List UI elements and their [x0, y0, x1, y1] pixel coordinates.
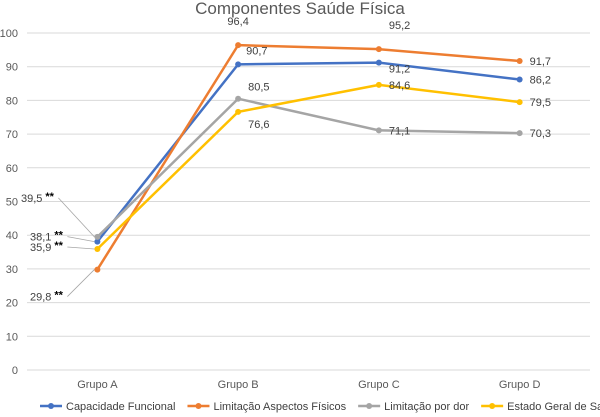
data-label: 95,2	[389, 20, 410, 32]
y-tick-label: 30	[6, 264, 18, 276]
data-label: 79,5	[530, 97, 551, 109]
data-label: 91,7	[530, 56, 551, 68]
y-tick-label: 70	[6, 129, 18, 141]
data-label: 76,6	[248, 119, 269, 131]
x-tick-label: Grupo B	[218, 379, 259, 391]
data-point	[516, 57, 523, 64]
data-label: 86,2	[530, 75, 551, 87]
data-point	[235, 108, 242, 115]
y-tick-label: 90	[6, 62, 18, 74]
data-point	[516, 130, 523, 137]
data-label: 91,2	[389, 64, 410, 76]
y-tick-label: 10	[6, 331, 18, 343]
data-point	[375, 127, 382, 134]
significance-marker: **	[45, 191, 54, 203]
leader-line	[58, 197, 95, 238]
y-tick-label: 50	[6, 197, 18, 209]
legend-label: Limitação por dor	[384, 401, 469, 413]
y-tick-label: 40	[6, 230, 18, 242]
data-point	[235, 42, 242, 49]
legend-marker	[48, 403, 54, 409]
data-point	[94, 238, 101, 245]
data-point	[375, 59, 382, 66]
data-point	[94, 266, 101, 273]
data-label: 29,8	[30, 292, 51, 304]
data-label: 38,1	[30, 232, 51, 244]
series-line	[96, 61, 520, 243]
y-tick-label: 0	[12, 365, 18, 377]
data-point	[94, 246, 101, 253]
data-label: 39,5	[21, 193, 42, 205]
significance-marker: **	[54, 230, 63, 242]
legend-marker	[489, 403, 496, 409]
data-label: 96,4	[227, 16, 248, 28]
data-point	[235, 61, 242, 68]
data-labels: 38,1 **90,791,286,229,8 **96,4 95,291,739,5…	[21, 16, 551, 303]
data-label: 84,6	[389, 80, 410, 92]
y-tick-label: 60	[6, 163, 18, 175]
data-label: 90,7	[246, 45, 267, 57]
significance-marker: **	[54, 240, 63, 252]
legend: Capacidade Funcional Limitação Aspectos F…	[40, 401, 600, 413]
legend-label: Estado Geral de Saúde	[507, 401, 600, 413]
data-point	[516, 76, 523, 83]
series-lines	[94, 42, 523, 273]
data-label: 70,3	[530, 128, 551, 140]
y-tick-label: 100	[0, 28, 18, 40]
series-line	[96, 83, 520, 250]
x-tick-label: Grupo D	[499, 379, 541, 391]
y-tick-label: 20	[6, 298, 18, 310]
chart-title: Componentes Saúde Física	[195, 0, 405, 18]
y-axis-ticks: 0 10 20 30 40 50 60 70 80 90 100	[0, 28, 18, 377]
legend-marker	[195, 403, 202, 409]
significance-marker: **	[54, 290, 63, 302]
data-point	[235, 95, 242, 102]
x-tick-label: Grupo C	[358, 379, 400, 391]
gridlines	[27, 32, 590, 371]
leader-line	[67, 246, 95, 250]
legend-label: Capacidade Funcional	[66, 401, 175, 413]
x-tick-label: Grupo A	[77, 379, 118, 391]
legend-label: Limitação Aspectos Físicos	[213, 401, 346, 413]
series-line	[96, 43, 520, 271]
leader-line	[67, 236, 95, 242]
leader-line	[67, 269, 95, 297]
data-point	[375, 46, 382, 53]
series-line	[96, 97, 520, 238]
y-tick-label: 80	[6, 95, 18, 107]
data-label: 80,5	[248, 82, 269, 94]
legend-marker	[366, 403, 373, 409]
data-point	[375, 81, 382, 88]
data-point	[94, 233, 101, 240]
x-axis-ticks: Grupo A Grupo B Grupo C Grupo D	[77, 379, 540, 391]
data-label: 71,1	[389, 125, 410, 137]
data-label: 35,9	[30, 242, 51, 254]
data-point	[516, 99, 523, 106]
